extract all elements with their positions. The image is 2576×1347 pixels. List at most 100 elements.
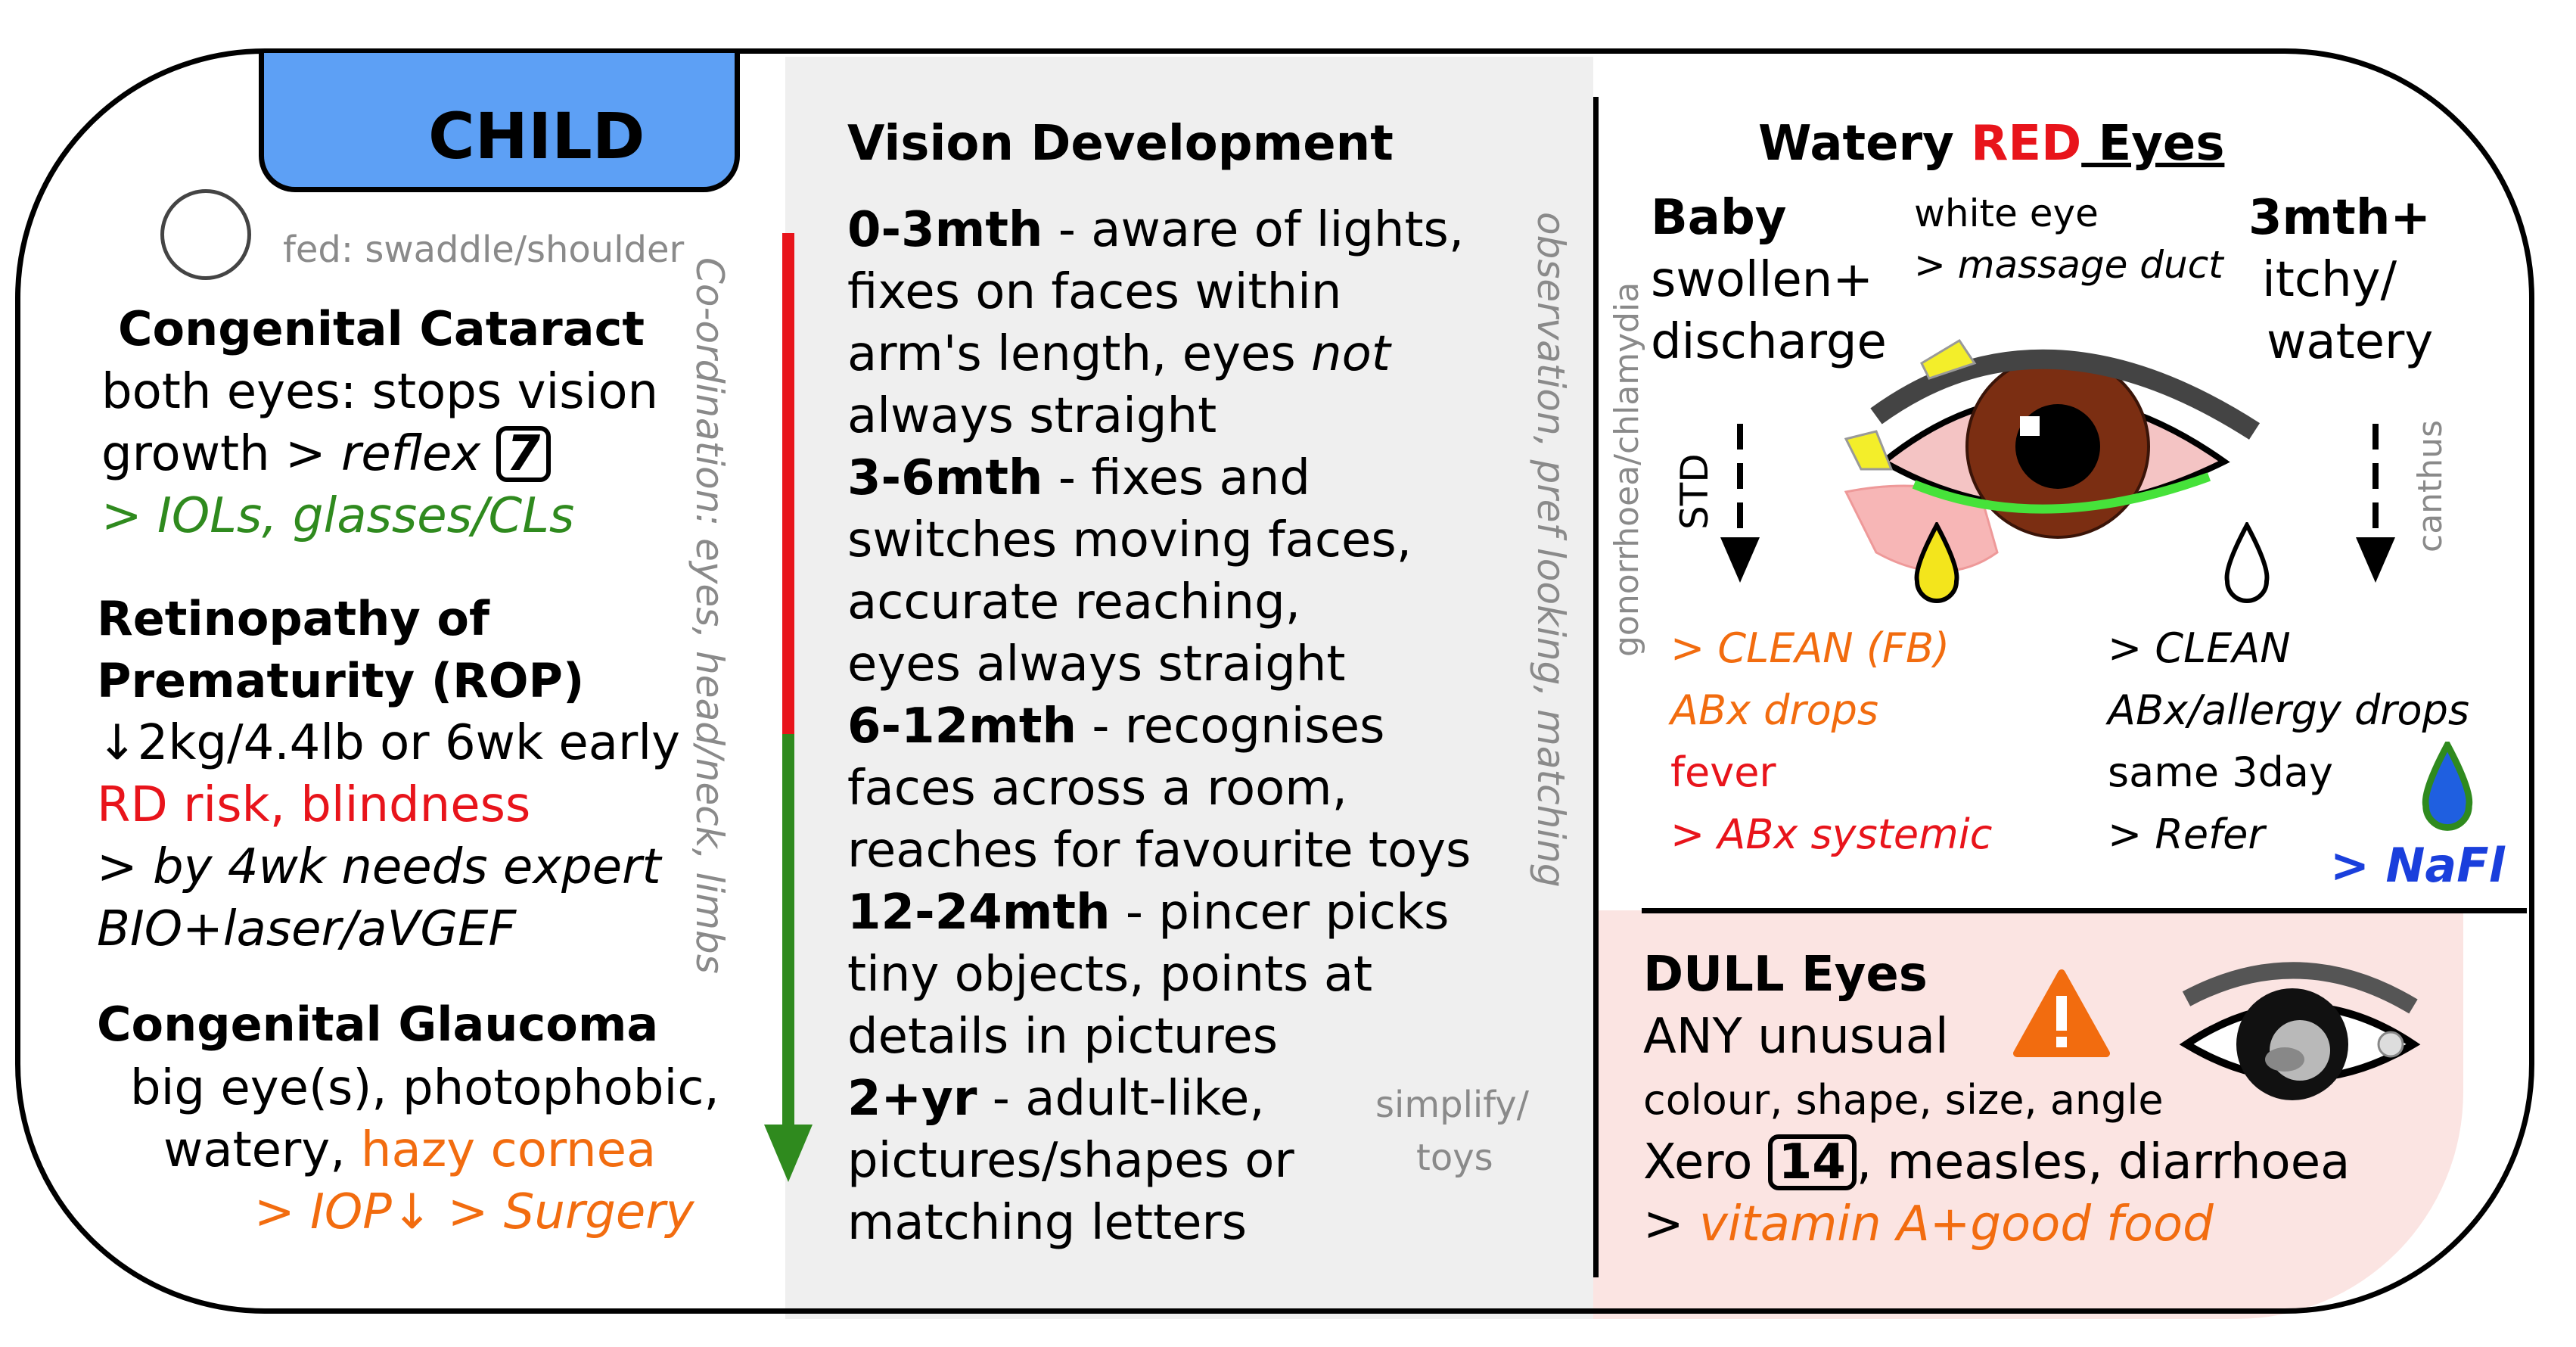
dull-vitamin-a: vitamin A+good food [1698, 1196, 2214, 1252]
child-tab-label: CHILD [428, 99, 645, 173]
dull-line1: ANY unusual [1643, 1009, 1949, 1065]
stage-text: arm's length, eyes [847, 326, 1312, 382]
canthus-vertical-note: canthus [2411, 420, 2450, 552]
rop-line1: ↓2kg/4.4lb or 6wk early [97, 715, 680, 771]
older-title: 3mth+ [2248, 190, 2431, 246]
glaucoma-hazy-cornea: hazy cornea [360, 1122, 657, 1178]
stage-6-12-line3: reaches for favourite toys [847, 823, 1471, 879]
baby-line1: swollen+ [1651, 252, 1873, 308]
dull-line4-prefix: > [1643, 1196, 1699, 1252]
rop-title-line1: Retinopathy of [97, 591, 489, 646]
stage-3-6-line1: 3-6mth - fixes and [847, 448, 1310, 509]
white-eye-line1: white eye [1914, 191, 2099, 235]
rop-line4: BIO+laser/aVGEF [97, 901, 517, 957]
timeline-arrow-head [764, 1125, 813, 1182]
older-tx-1: > CLEAN [2108, 624, 2291, 672]
baby-tx-4: > ABx systemic [1670, 810, 1993, 858]
older-line2: watery [2267, 314, 2434, 370]
eye-swelling-pink [1844, 484, 1999, 573]
fed-note: fed: swaddle/shoulder [283, 229, 685, 271]
stage-not-word: not [1311, 326, 1391, 382]
gonorrhoea-vertical-note: gonorrhoea/chlamydia [1608, 282, 1646, 657]
red-eyes-title-prefix: Watery [1758, 116, 1972, 172]
stage-3-6-line3: accurate reaching, [847, 574, 1301, 630]
vision-title: Vision Development [847, 116, 1394, 172]
nafl-label: > NaFl [2330, 838, 2505, 893]
dull-line2: colour, shape, size, angle [1643, 1076, 2164, 1124]
simplify-note: simplify/ [1375, 1084, 1529, 1126]
stage-text: - adult-like, [977, 1071, 1265, 1127]
stage-0-3-line3: arm's length, eyes not [847, 324, 1391, 384]
red-eye-illustration [1844, 338, 2261, 573]
red-eyes-title-red: RED [1971, 116, 2082, 172]
baby-tx-1: > CLEAN (FB) [1670, 624, 1950, 672]
std-label: STD [1673, 453, 1717, 530]
stage-age: 12-24mth [847, 885, 1111, 941]
card-frame [15, 48, 2534, 1314]
dull-line4: > vitamin A+good food [1643, 1194, 2214, 1255]
stage-12-24-line2: tiny objects, points at [847, 947, 1373, 1003]
glaucoma-treatment: > IOP↓ > Surgery [254, 1184, 694, 1240]
right-divider [1593, 97, 1599, 1277]
baby-title: Baby [1651, 190, 1787, 246]
stage-12-24-line3: details in pictures [847, 1009, 1279, 1065]
older-tx-4: > Refer [2108, 810, 2265, 858]
white-eye-line2: > massage duct [1914, 243, 2223, 287]
timeline-red-bar [782, 233, 794, 734]
glaucoma-line1: big eye(s), photophobic, [130, 1060, 719, 1116]
glaucoma-line2: watery, hazy cornea [163, 1120, 656, 1181]
eye-highlight [2020, 416, 2040, 436]
older-down-arrow-icon [2356, 424, 2395, 583]
stage-2yr-line1: 2+yr - adult-like, [847, 1069, 1265, 1129]
rop-title-line2: Prematurity (ROP) [97, 653, 585, 708]
cataract-title: Congenital Cataract [118, 301, 645, 356]
stage-0-3-line4: always straight [847, 388, 1217, 444]
stage-age: 6-12mth [847, 698, 1077, 754]
yellow-drop-icon [1914, 522, 1959, 603]
cataract-line1: both eyes: stops vision [101, 364, 659, 420]
stage-0-3-line2: fixes on faces within [847, 264, 1342, 320]
older-line1: itchy/ [2262, 252, 2397, 308]
cataract-page-ref-badge: 7 [496, 426, 552, 482]
clear-drop-icon [2224, 522, 2270, 603]
cataract-treatment: > IOLs, glasses/CLs [101, 488, 575, 544]
warning-icon [2013, 969, 2110, 1057]
fed-circle-icon [160, 189, 251, 280]
observation-vertical-note: observation, pref looking, matching [1529, 212, 1573, 888]
stage-2yr-line3: matching letters [847, 1195, 1248, 1251]
stage-3-6-line2: switches moving faces, [847, 512, 1412, 568]
toys-note: toys [1416, 1137, 1493, 1179]
dull-line3-suffix: , measles, diarrhoea [1856, 1134, 2351, 1190]
red-eyes-title: Watery RED Eyes [1758, 114, 2224, 174]
dull-line3-prefix: Xero [1643, 1134, 1768, 1190]
dull-eye-illustration [2179, 962, 2421, 1100]
dull-divider [1642, 908, 2527, 913]
baby-tx-3: fever [1670, 748, 1776, 796]
glaucoma-line2-prefix: watery, [163, 1122, 361, 1178]
eye-lid-upper [1870, 349, 2261, 440]
cataract-reflex: reflex [341, 426, 481, 482]
xero-page-ref-badge: 14 [1767, 1134, 1857, 1190]
baby-tx-2: ABx drops [1670, 686, 1879, 734]
stage-0-3-line1: 0-3mth - aware of lights, [847, 200, 1464, 260]
red-eyes-title-suffix: Eyes [2081, 116, 2225, 172]
eye-discharge-yellow-2 [1844, 430, 1894, 471]
dull-title: DULL Eyes [1643, 947, 1928, 1003]
older-tx-3: same 3day [2108, 748, 2333, 796]
stage-2yr-line2: pictures/shapes or [847, 1133, 1294, 1189]
older-tx-2: ABx/allergy drops [2108, 686, 2469, 734]
stage-text: - aware of lights, [1043, 202, 1465, 258]
baby-down-arrow-icon [1720, 424, 1760, 583]
eye-discharge-lower [1912, 472, 2211, 514]
stage-3-6-line4: eyes always straight [847, 636, 1346, 692]
stage-age: 2+yr [847, 1071, 977, 1127]
rop-risk: RD risk, blindness [97, 777, 531, 833]
cataract-line2: growth > reflex 7 [101, 424, 552, 484]
stage-text: - recognises [1077, 698, 1385, 754]
stage-age: 3-6mth [847, 450, 1043, 506]
baby-line2: discharge [1651, 314, 1887, 370]
middle-panel-bg [785, 57, 1593, 1319]
stage-6-12-line1: 6-12mth - recognises [847, 696, 1384, 757]
child-tab [259, 53, 740, 192]
dull-line3: Xero 14, measles, diarrhoea [1643, 1132, 2350, 1193]
